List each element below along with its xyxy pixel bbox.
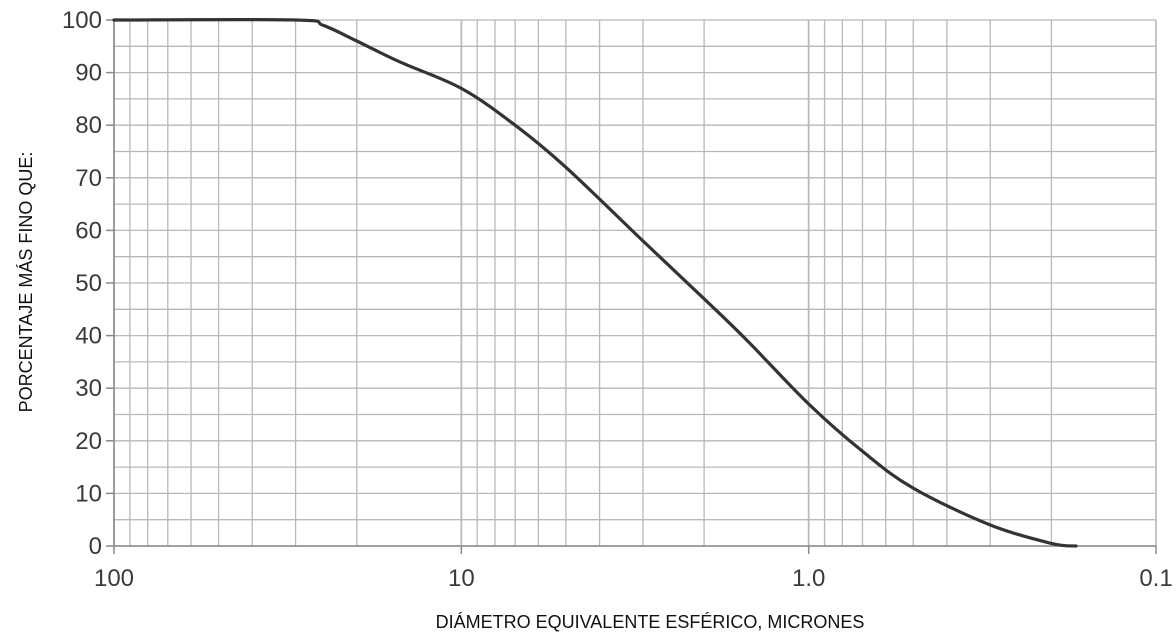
y-tick-label: 70 <box>75 165 102 192</box>
y-tick-label: 90 <box>75 60 102 87</box>
y-tick-label: 100 <box>62 7 102 34</box>
x-tick-label: 0.1 <box>1139 565 1172 592</box>
x-axis-title: DIÁMETRO EQUIVALENTE ESFÉRICO, MICRONES <box>436 612 865 632</box>
grid <box>113 19 1157 547</box>
x-tick-label: 100 <box>94 565 134 592</box>
x-tick-label: 1.0 <box>792 565 825 592</box>
y-tick-label: 10 <box>75 480 102 507</box>
axes <box>106 19 1157 554</box>
y-axis-title: PORCENTAJE MÁS FINO QUE: <box>16 152 36 413</box>
y-tick-label: 30 <box>75 375 102 402</box>
y-tick-label: 20 <box>75 428 102 455</box>
y-tick-label: 60 <box>75 217 102 244</box>
data-series <box>112 18 1078 548</box>
y-tick-label: 40 <box>75 323 102 350</box>
x-tick-labels: 100 10 1.0 0.1 <box>94 565 1173 592</box>
series-line <box>112 18 1078 548</box>
y-tick-label: 80 <box>75 112 102 139</box>
y-tick-label: 0 <box>89 533 102 560</box>
y-tick-label: 50 <box>75 270 102 297</box>
x-tick-label: 10 <box>448 565 475 592</box>
y-tick-labels: 0 10 20 30 40 50 60 70 80 90 100 <box>62 7 102 560</box>
